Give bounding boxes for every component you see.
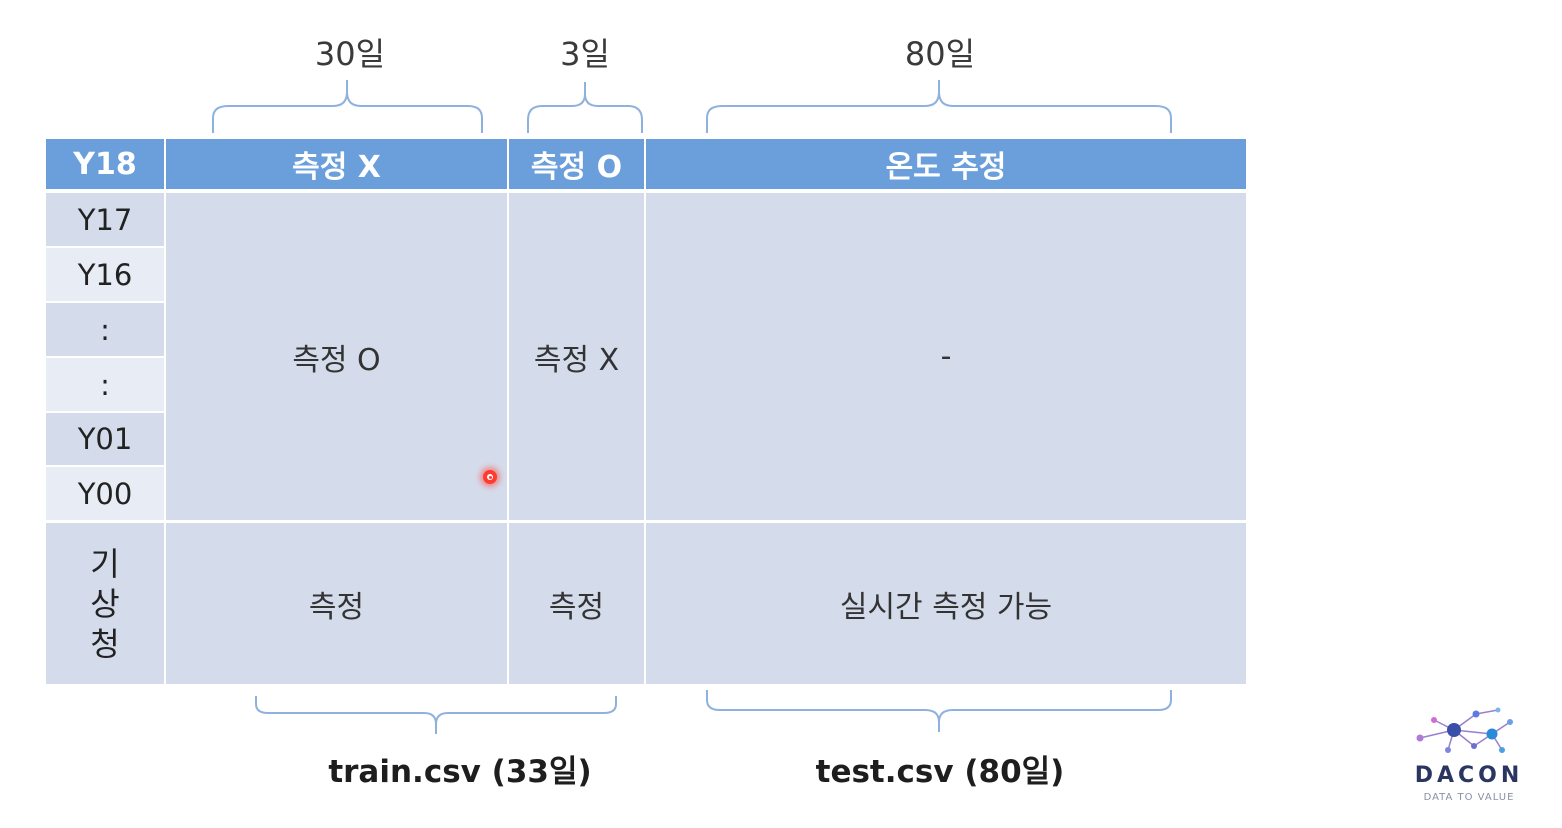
test-file-label: test.csv (80일) xyxy=(815,753,1065,790)
row-label-kma: 기 상 청 xyxy=(46,523,164,684)
sensor-test-cell: - xyxy=(646,193,1246,520)
kma-char-3: 청 xyxy=(90,624,120,663)
header-train-unmeasured: 측정 X xyxy=(166,139,507,189)
top-brace-80 xyxy=(706,80,1172,133)
kma-char-1: 기 xyxy=(90,544,120,583)
network-logo-icon xyxy=(1416,707,1513,753)
top-brace-30 xyxy=(212,80,483,133)
top-brace-3 xyxy=(527,82,643,133)
header-train-measured: 측정 O xyxy=(509,139,644,189)
logo-name: DACON xyxy=(1414,763,1524,788)
duration-label-train-unmeasured: 30일 xyxy=(314,35,386,73)
header-row-label: Y18 xyxy=(46,139,164,189)
kma-test-cell: 실시간 측정 가능 xyxy=(646,523,1246,684)
row-label-y00: Y00 xyxy=(46,467,164,520)
bottom-brace-test xyxy=(706,690,1172,732)
header-temperature-estimate: 온도 추정 xyxy=(646,139,1246,189)
presentation-pointer xyxy=(483,470,497,484)
duration-label-train-measured: 3일 xyxy=(560,35,610,73)
logo-tagline: DATA TO VALUE xyxy=(1423,792,1515,803)
sensor-train-unmeasured-cell: 측정 O xyxy=(166,193,507,520)
kma-train-measured-cell: 측정 xyxy=(509,523,644,684)
kma-char-2: 상 xyxy=(90,584,120,623)
row-label-ellipsis-1: : xyxy=(46,303,164,356)
row-label-y17: Y17 xyxy=(46,193,164,246)
row-label-ellipsis-2: : xyxy=(46,358,164,411)
bottom-brace-train xyxy=(255,696,617,734)
row-label-y01: Y01 xyxy=(46,413,164,465)
train-file-label: train.csv (33일) xyxy=(328,753,592,790)
kma-train-unmeasured-cell: 측정 xyxy=(166,523,507,684)
dacon-logo: DACON DATA TO VALUE xyxy=(1398,700,1538,810)
row-label-y16: Y16 xyxy=(46,248,164,301)
sensor-train-measured-cell: 측정 X xyxy=(509,193,644,520)
duration-label-test: 80일 xyxy=(904,35,976,73)
